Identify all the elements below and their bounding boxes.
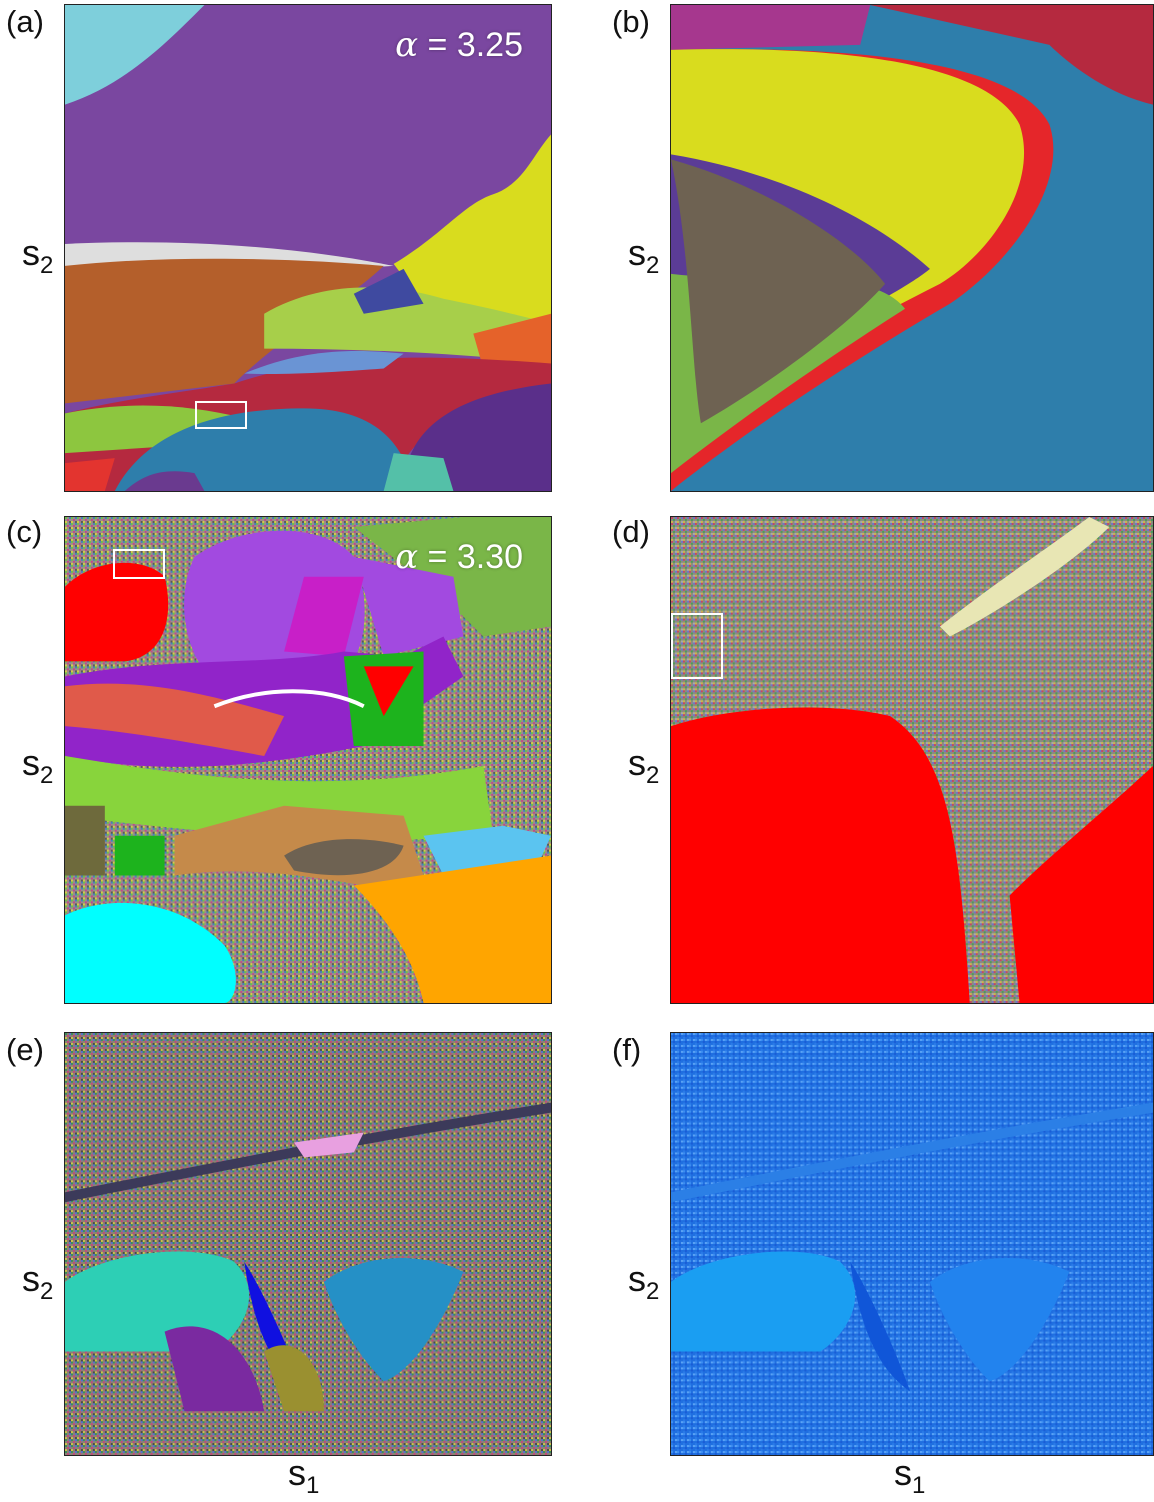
xlabel-f: s1	[894, 1452, 926, 1500]
panel-label-b: (b)	[612, 4, 650, 39]
alpha-annotation-a: α = 3.25	[395, 25, 523, 65]
xlabel-e: s1	[288, 1452, 320, 1500]
panel-label-c: (c)	[6, 514, 43, 549]
ylabel-d: s2	[628, 742, 660, 790]
zoom-box-a	[195, 401, 247, 429]
panel-label-e: (e)	[6, 1032, 44, 1067]
panel-label-a: (a)	[6, 4, 44, 39]
ylabel-f: s2	[628, 1258, 660, 1306]
ylabel-a: s2	[22, 232, 54, 280]
panel-label-f: (f)	[612, 1032, 642, 1067]
basin-plot-e	[64, 1032, 552, 1456]
ylabel-b: s2	[628, 232, 660, 280]
basin-plot-f	[670, 1032, 1154, 1456]
panel-label-d: (d)	[612, 514, 650, 549]
basin-plot-a: α = 3.25	[64, 4, 552, 492]
zoom-box-c	[113, 549, 165, 579]
ylabel-e: s2	[22, 1258, 54, 1306]
basin-plot-d	[670, 516, 1154, 1004]
alpha-annotation-c: α = 3.30	[395, 537, 523, 577]
basin-plot-c: α = 3.30	[64, 516, 552, 1004]
basin-plot-b	[670, 4, 1154, 492]
ylabel-c: s2	[22, 742, 54, 790]
zoom-box-d	[671, 613, 723, 679]
